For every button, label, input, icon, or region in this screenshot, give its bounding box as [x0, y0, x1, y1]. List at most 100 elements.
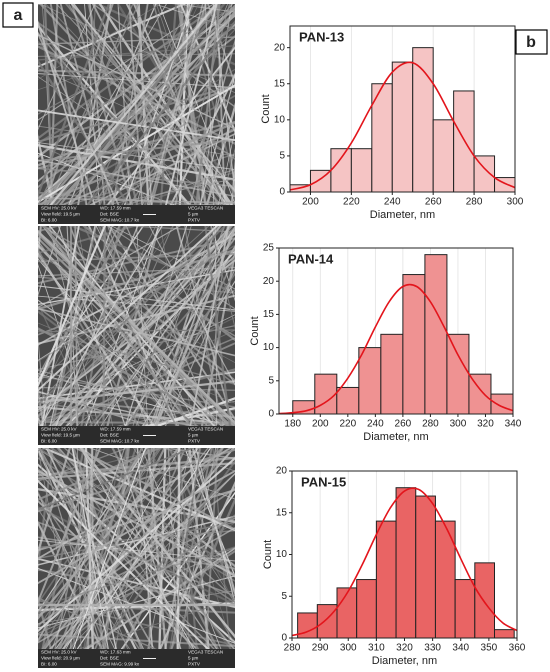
fiber — [184, 448, 235, 578]
fiber — [38, 529, 235, 549]
fiber — [38, 226, 181, 309]
sem-info-text: VEGA3 TESCAN — [188, 206, 223, 211]
x-axis-label: Diameter, nm — [372, 655, 437, 667]
fiber — [38, 45, 235, 145]
y-tick-label: 5 — [268, 375, 274, 386]
fiber — [166, 448, 202, 668]
x-tick-label: 350 — [481, 643, 498, 654]
fiber — [0, 206, 19, 465]
fiber — [176, 226, 229, 445]
histogram-bar — [402, 274, 426, 415]
fiber — [179, 4, 235, 134]
fiber — [38, 434, 41, 445]
fiber — [38, 237, 235, 438]
x-tick-label: 220 — [339, 419, 356, 430]
fiber — [91, 4, 235, 108]
fiber — [38, 226, 210, 384]
x-tick-label: 240 — [384, 197, 401, 208]
histogram-bar — [454, 579, 476, 639]
x-tick-label: 300 — [450, 419, 467, 430]
sem-info-text: 5 µm — [188, 212, 198, 217]
y-axis-label: Count — [262, 540, 274, 569]
fiber — [59, 4, 157, 224]
fiber — [0, 428, 5, 672]
sem-info-text: SEM MAG: 10.7 kx — [100, 218, 140, 223]
x-tick-label: 340 — [452, 643, 469, 654]
histogram-bar — [432, 119, 455, 193]
fiber — [39, 4, 235, 94]
fiber — [204, 4, 216, 224]
fiber — [38, 226, 219, 392]
panel-box — [2, 2, 34, 28]
histogram-bar — [474, 562, 495, 639]
fiber — [38, 232, 235, 428]
fiber — [183, 226, 226, 445]
fiber — [52, 448, 166, 668]
fiber — [38, 527, 235, 644]
sem-info-text: PXTV — [188, 662, 201, 667]
fiber — [38, 4, 161, 80]
fiber — [38, 448, 167, 482]
fiber — [38, 546, 235, 608]
y-tick-label: 10 — [263, 342, 275, 353]
fiber — [204, 226, 234, 445]
fiber — [38, 652, 40, 668]
histogram-bar — [490, 393, 514, 415]
fiber — [89, 4, 196, 224]
x-tick-label: 260 — [425, 197, 442, 208]
fiber — [38, 492, 153, 668]
plot-frame — [278, 247, 514, 415]
fiber — [38, 448, 181, 620]
fiber — [38, 514, 235, 665]
histogram-bar — [314, 373, 338, 415]
y-tick-label: 10 — [274, 114, 286, 125]
fiber — [160, 4, 218, 224]
fiber — [70, 19, 235, 224]
x-tick-label: 240 — [367, 419, 384, 430]
fiber — [38, 226, 138, 255]
sem-info-text: WD: 17.59 mm — [100, 206, 131, 211]
fiber — [38, 40, 224, 224]
fiber — [38, 322, 235, 404]
sem-image: SEM HV: 25.0 kV WD: 17.59 mm VEGA3 TESCAN V… — [0, 206, 235, 465]
sem-info-bar — [38, 426, 235, 445]
fiber — [38, 329, 235, 386]
sem-image: SEM HV: 25.0 kV WD: 17.59 mm VEGA3 TESCAN V… — [0, 0, 235, 244]
fiber — [74, 126, 235, 224]
fiber — [38, 337, 235, 423]
fiber — [143, 4, 204, 224]
fiber — [38, 506, 235, 606]
x-tick-label: 330 — [424, 643, 441, 654]
x-tick-label: 220 — [343, 197, 360, 208]
fiber — [38, 138, 235, 162]
fiber — [0, 428, 8, 672]
fiber — [0, 0, 41, 244]
x-tick-label: 280 — [422, 419, 439, 430]
fiber — [102, 226, 107, 445]
histogram-bar — [391, 61, 414, 193]
sem-info-text: VEGA3 TESCAN — [188, 650, 223, 655]
y-axis-label: Count — [249, 316, 261, 345]
x-axis-label: Diameter, nm — [363, 431, 428, 443]
sem-info-text: Det: BSE — [100, 433, 119, 438]
fiber — [72, 257, 235, 445]
fiber — [38, 307, 235, 357]
fiber — [79, 237, 235, 445]
fiber — [79, 448, 235, 568]
fiber — [110, 4, 232, 224]
fiber — [44, 448, 126, 668]
fiber — [0, 0, 41, 244]
fiber — [65, 448, 147, 668]
fiber — [38, 226, 125, 401]
fit-curve — [278, 283, 514, 415]
fiber — [64, 448, 137, 668]
fiber — [38, 456, 235, 633]
x-tick-label: 280 — [284, 643, 301, 654]
fiber — [73, 448, 235, 531]
fiber — [38, 633, 235, 648]
histogram-bar — [350, 148, 373, 193]
x-tick-label: 300 — [507, 197, 524, 208]
fiber — [38, 20, 102, 224]
sem-info-text: VEGA3 TESCAN — [188, 427, 223, 432]
fiber — [148, 226, 235, 386]
